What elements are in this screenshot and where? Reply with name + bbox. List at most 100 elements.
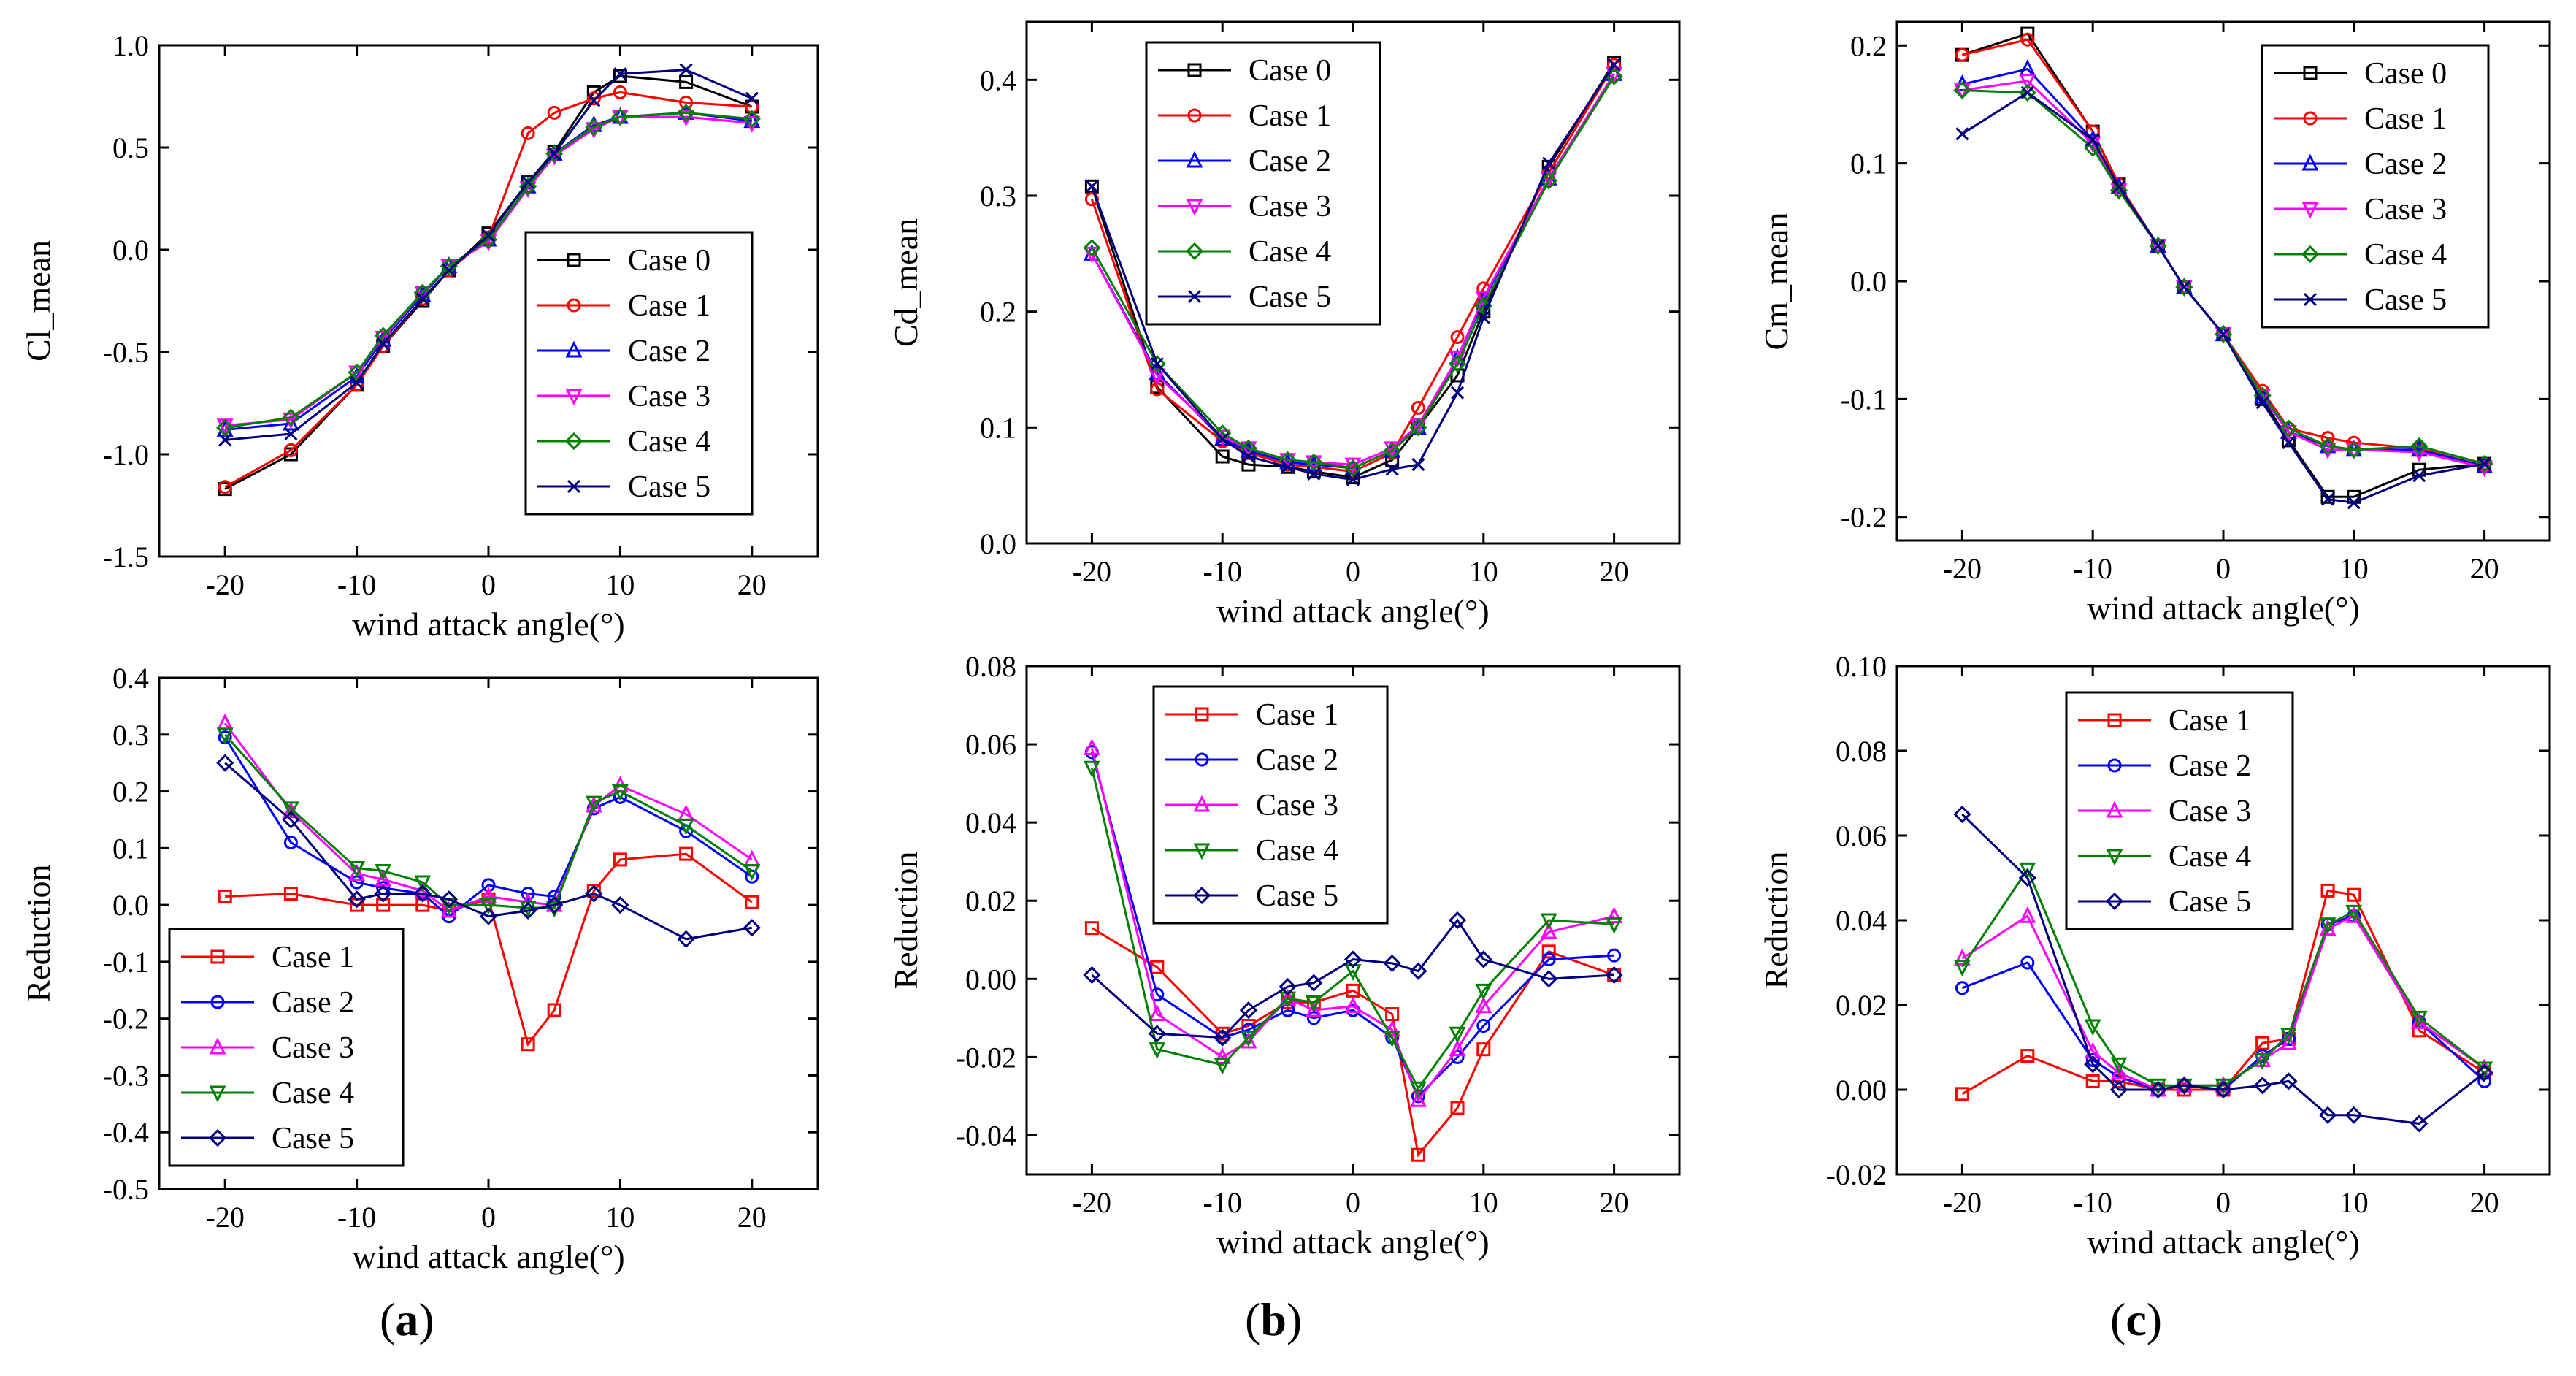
legend-marker bbox=[1187, 108, 1202, 123]
legend-label: Case 1 bbox=[628, 289, 710, 323]
x-tick-label: -10 bbox=[2074, 552, 2112, 585]
y-tick-label: -0.5 bbox=[103, 336, 149, 369]
x-tick-label: 20 bbox=[2470, 552, 2499, 585]
series-line bbox=[1961, 813, 2485, 1125]
legend: Case 0 Case 1 Case 2 Case 3 Case 4 Case 5 bbox=[524, 231, 754, 516]
data-point bbox=[585, 884, 603, 903]
data-point bbox=[586, 91, 601, 106]
data-point bbox=[414, 875, 432, 893]
y-axis-label: Reduction bbox=[887, 851, 924, 989]
legend-marker bbox=[567, 253, 581, 267]
data-point bbox=[1241, 449, 1256, 464]
legend-label: Case 5 bbox=[628, 470, 710, 504]
legend-marker bbox=[1193, 795, 1211, 812]
legend-marker bbox=[2106, 849, 2123, 866]
legend-marker bbox=[2301, 202, 2319, 219]
legend-label: Case 4 bbox=[628, 425, 710, 459]
legend-marker bbox=[565, 389, 583, 406]
data-point bbox=[1384, 1031, 1401, 1047]
data-point bbox=[521, 887, 535, 901]
data-point bbox=[2216, 327, 2231, 341]
data-point bbox=[1346, 473, 1360, 486]
data-point bbox=[2280, 419, 2298, 437]
data-point bbox=[1476, 1019, 1491, 1033]
chart-c-bottom: -20 -10 0 10 20 -0.02 0.00 0.02 0.04 0.06 0.08 0.10… bbox=[1757, 650, 2551, 1261]
legend-marker bbox=[565, 340, 583, 358]
data-point bbox=[611, 107, 629, 126]
legend-label: Case 3 bbox=[628, 380, 710, 413]
data-point bbox=[585, 795, 602, 813]
y-tick-label: 0.02 bbox=[1836, 989, 1887, 1022]
series-case-1 bbox=[1084, 921, 1622, 1162]
data-point bbox=[1305, 453, 1323, 472]
x-tick-label: -20 bbox=[1073, 555, 1111, 588]
data-point bbox=[2151, 239, 2165, 253]
data-point bbox=[2109, 181, 2128, 199]
data-point bbox=[1344, 996, 1362, 1014]
data-point bbox=[216, 713, 234, 730]
data-point bbox=[1953, 960, 1971, 977]
legend: Case 1 Case 2 Case 3 Case 4 Case 5 bbox=[168, 928, 405, 1167]
data-point bbox=[1474, 950, 1492, 968]
x-axis-label: wind attack angle(°) bbox=[352, 605, 624, 643]
x-tick-label: -10 bbox=[337, 1201, 376, 1234]
data-point bbox=[2110, 1057, 2128, 1074]
data-point bbox=[1448, 354, 1467, 373]
data-point bbox=[745, 91, 759, 105]
y-tick-label: 0.06 bbox=[965, 728, 1016, 761]
legend-marker bbox=[1186, 150, 1203, 168]
data-point bbox=[1083, 738, 1100, 755]
data-point bbox=[1475, 996, 1492, 1014]
data-point bbox=[218, 889, 232, 903]
data-point bbox=[1085, 180, 1099, 194]
data-point bbox=[2347, 887, 2361, 902]
data-point bbox=[1150, 357, 1164, 371]
series-line bbox=[1090, 767, 1614, 1091]
data-point bbox=[1607, 58, 1621, 72]
y-tick-label: 0.04 bbox=[1836, 904, 1887, 937]
data-point bbox=[677, 930, 695, 948]
y-tick-label: -1.0 bbox=[103, 438, 149, 471]
data-point bbox=[2318, 1106, 2337, 1124]
series-case-5 bbox=[1953, 805, 2493, 1133]
y-tick-label: 0.10 bbox=[1836, 650, 1887, 683]
legend-marker bbox=[2301, 153, 2319, 171]
data-point bbox=[2412, 469, 2426, 483]
legend-marker bbox=[567, 298, 581, 313]
data-point bbox=[479, 907, 498, 925]
legend-label: Case 4 bbox=[2169, 840, 2251, 874]
x-tick-label: -20 bbox=[1073, 1186, 1111, 1219]
x-axis-label: wind attack angle(°) bbox=[1216, 592, 1489, 630]
data-point bbox=[1606, 906, 1623, 924]
data-point bbox=[2253, 1077, 2272, 1095]
data-point bbox=[2175, 1077, 2193, 1095]
x-tick-label: -10 bbox=[1203, 555, 1242, 588]
data-point bbox=[1149, 368, 1166, 386]
data-point bbox=[743, 919, 761, 937]
data-point bbox=[2254, 1052, 2272, 1070]
data-point bbox=[1955, 1087, 1969, 1101]
legend-marker bbox=[1192, 886, 1211, 905]
legend: Case 1 Case 2 Case 3 Case 4 Case 5 bbox=[1152, 685, 1389, 925]
legend-label: Case 0 bbox=[1249, 54, 1331, 88]
data-point bbox=[1409, 1081, 1427, 1098]
data-point bbox=[2149, 237, 2167, 255]
data-point bbox=[413, 884, 432, 903]
legend-label: Case 4 bbox=[1256, 834, 1338, 868]
y-tick-label: -0.02 bbox=[1826, 1158, 1887, 1191]
series-case-5 bbox=[218, 63, 759, 447]
data-point bbox=[2084, 1055, 2102, 1074]
data-point bbox=[2149, 1080, 2167, 1099]
data-point bbox=[2019, 862, 2036, 879]
data-point bbox=[587, 93, 601, 107]
data-point bbox=[2086, 133, 2100, 147]
chart-a-top: -20 -10 0 10 20 -1.5 -1.0 -0.5 0.0 0.5 1.0 wind att… bbox=[20, 29, 819, 643]
x-tick-label: 10 bbox=[605, 568, 635, 601]
data-point bbox=[1279, 977, 1297, 996]
data-point bbox=[679, 95, 694, 110]
x-axis-label: wind attack angle(°) bbox=[2087, 589, 2359, 627]
data-point bbox=[2410, 1010, 2428, 1028]
legend-box bbox=[1145, 41, 1381, 326]
y-axis-label: Reduction bbox=[1757, 851, 1795, 989]
data-point bbox=[518, 177, 537, 196]
